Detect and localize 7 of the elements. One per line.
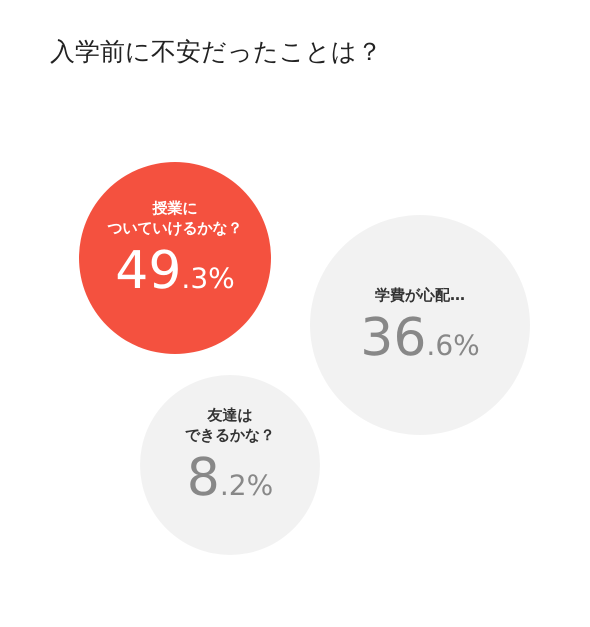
category-label: 授業についていけるかな？ [106, 199, 242, 237]
data-label: 49.3% [115, 241, 235, 301]
data-label: 36.6% [360, 308, 480, 368]
data-label: 8.2% [186, 448, 274, 508]
title: 入学前に不安だったことは？ [50, 37, 382, 66]
category-label: 学費が心配… [375, 286, 465, 304]
category-label: 友達はできるかな？ [185, 406, 275, 444]
